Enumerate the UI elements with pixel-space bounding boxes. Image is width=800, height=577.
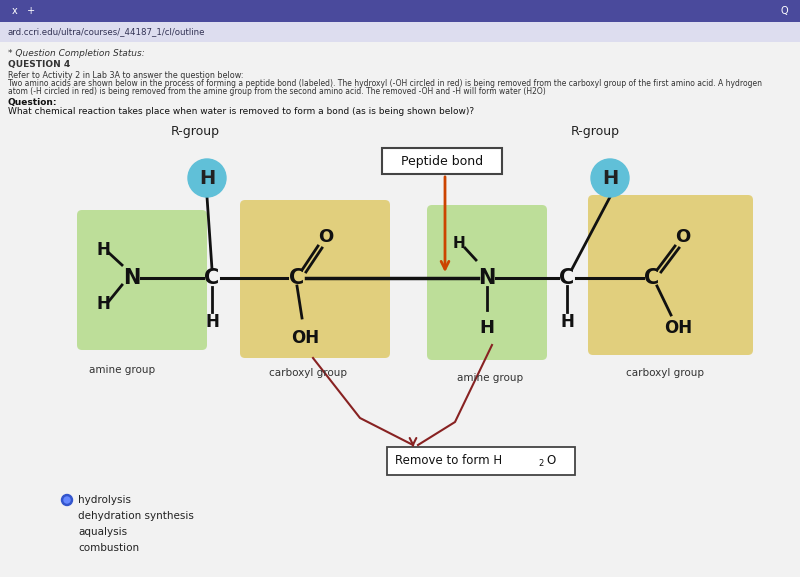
Text: C: C [559,268,574,288]
Bar [0,0,800,22]
Text: dehydration synthesis: dehydration synthesis [78,511,194,521]
Text: H: H [453,237,466,252]
Text: carboxyl group: carboxyl group [269,368,347,378]
Text: H: H [560,313,574,331]
Text: C: C [290,268,305,288]
Text: carboxyl group: carboxyl group [626,368,704,378]
Text: C: C [204,268,220,288]
Text: amine group: amine group [89,365,155,375]
Bar [382,148,502,174]
Bar [0,22,800,42]
Text: N: N [123,268,141,288]
Text: O: O [546,455,555,467]
Text: R-group: R-group [170,126,219,138]
Circle shape [188,159,226,197]
Text: H: H [199,168,215,188]
Text: ard.ccri.edu/ultra/courses/_44187_1/cl/outline: ard.ccri.edu/ultra/courses/_44187_1/cl/o… [8,28,206,36]
Text: Refer to Activity 2 in Lab 3A to answer the question below:: Refer to Activity 2 in Lab 3A to answer … [8,70,243,80]
Text: OH: OH [664,319,692,337]
Text: Remove to form H: Remove to form H [395,455,502,467]
Text: Two amino acids are shown below in the process of forming a peptide bond (labele: Two amino acids are shown below in the p… [8,80,762,88]
Text: x   +: x + [12,6,35,16]
FancyBboxPatch shape [427,205,547,360]
Text: R-group: R-group [570,126,619,138]
Text: QUESTION 4: QUESTION 4 [8,59,70,69]
Text: O: O [675,228,690,246]
Text: OH: OH [291,329,319,347]
Text: What chemical reaction takes place when water is removed to form a bond (as is b: What chemical reaction takes place when … [8,107,474,115]
Circle shape [591,159,629,197]
Text: O: O [318,228,334,246]
Text: H: H [96,241,110,259]
FancyBboxPatch shape [588,195,753,355]
Bar [387,447,575,475]
Text: combustion: combustion [78,543,139,553]
FancyBboxPatch shape [77,210,207,350]
Text: N: N [478,268,496,288]
Text: H: H [479,319,494,337]
Circle shape [62,494,73,505]
FancyBboxPatch shape [240,200,390,358]
Text: hydrolysis: hydrolysis [78,495,131,505]
Text: * Question Completion Status:: * Question Completion Status: [8,48,145,58]
Text: Q: Q [780,6,788,16]
Text: aqualysis: aqualysis [78,527,127,537]
Text: Peptide bond: Peptide bond [401,155,483,167]
Text: 2: 2 [538,459,543,469]
Text: H: H [96,295,110,313]
Text: H: H [205,313,219,331]
Text: H: H [602,168,618,188]
Circle shape [64,497,70,503]
Text: amine group: amine group [457,373,523,383]
Text: atom (-H circled in red) is being removed from the amine group from the second a: atom (-H circled in red) is being remove… [8,88,546,96]
Text: Question:: Question: [8,98,58,107]
Text: C: C [644,268,660,288]
